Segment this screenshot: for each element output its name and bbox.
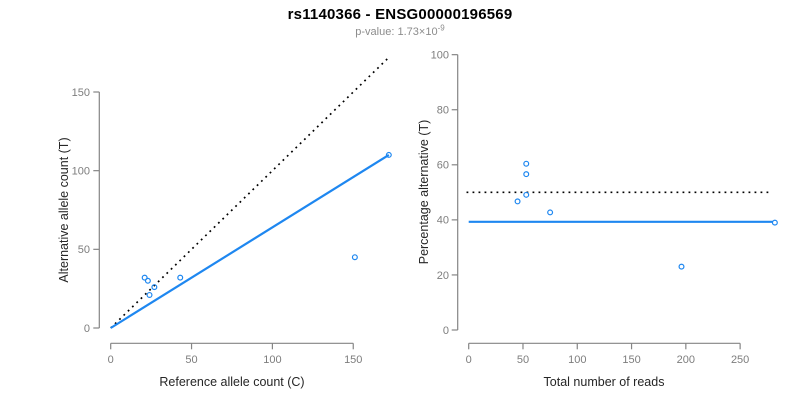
figure-header: rs1140366 - ENSG00000196569 p-value: 1.7… — [0, 0, 800, 38]
plot-title: rs1140366 - ENSG00000196569 — [287, 6, 513, 23]
y-tick-label: 0 — [443, 325, 449, 337]
data-point — [351, 254, 358, 261]
y-tick-label: 0 — [84, 323, 90, 335]
data-point — [151, 284, 158, 291]
x-tick-label: 250 — [731, 354, 749, 366]
y-tick-label: 80 — [437, 105, 449, 117]
data-point — [385, 151, 392, 158]
x-tick-label: 150 — [622, 354, 640, 366]
pvalue-subtitle: p-value: 1.73×10-9 — [0, 23, 800, 38]
data-point — [771, 219, 778, 226]
data-point — [141, 274, 148, 281]
data-point — [514, 198, 521, 205]
data-point — [523, 171, 530, 178]
pvalue-label: p-value: — [355, 26, 398, 38]
y-tick-label: 100 — [72, 166, 90, 178]
x-tick-label: 0 — [466, 354, 472, 366]
right-yaxis-title: Percentage alternative (T) — [417, 120, 431, 265]
x-tick-label: 100 — [263, 354, 281, 366]
pvalue-mantissa: 1.73 — [397, 26, 419, 38]
pvalue-exponent: -9 — [437, 23, 445, 33]
allele-count-panel: 0 50 100 150 0 50 100 150 — [72, 56, 392, 366]
y-tick-label: 60 — [437, 160, 449, 172]
y-tick-label: 40 — [437, 215, 449, 227]
data-point — [678, 263, 685, 270]
data-point — [146, 291, 153, 298]
x-tick-label: 200 — [677, 354, 695, 366]
left-yaxis-title: Alternative allele count (T) — [57, 137, 71, 282]
data-point — [177, 274, 184, 281]
x-tick-label: 50 — [185, 354, 197, 366]
y-tick-label: 100 — [431, 50, 449, 62]
y-tick-label: 50 — [78, 244, 90, 256]
x-tick-label: 0 — [108, 354, 114, 366]
data-point — [523, 160, 530, 167]
y-tick-label: 150 — [72, 87, 90, 99]
percentage-panel: 0 20 40 60 80 100 0 50 100 150 200 250 — [431, 50, 778, 366]
x-tick-label: 50 — [517, 354, 529, 366]
y-tick-label: 20 — [437, 270, 449, 282]
pvalue-base: ×10 — [418, 26, 438, 38]
data-point — [547, 209, 554, 216]
data-point — [523, 191, 530, 198]
x-tick-label: 150 — [344, 354, 362, 366]
left-xaxis-title: Reference allele count (C) — [159, 375, 304, 389]
fitted-allelic-ratio-line — [110, 154, 390, 329]
data-point — [144, 277, 151, 284]
right-xaxis-title: Total number of reads — [544, 375, 665, 389]
x-tick-label: 100 — [568, 354, 586, 366]
